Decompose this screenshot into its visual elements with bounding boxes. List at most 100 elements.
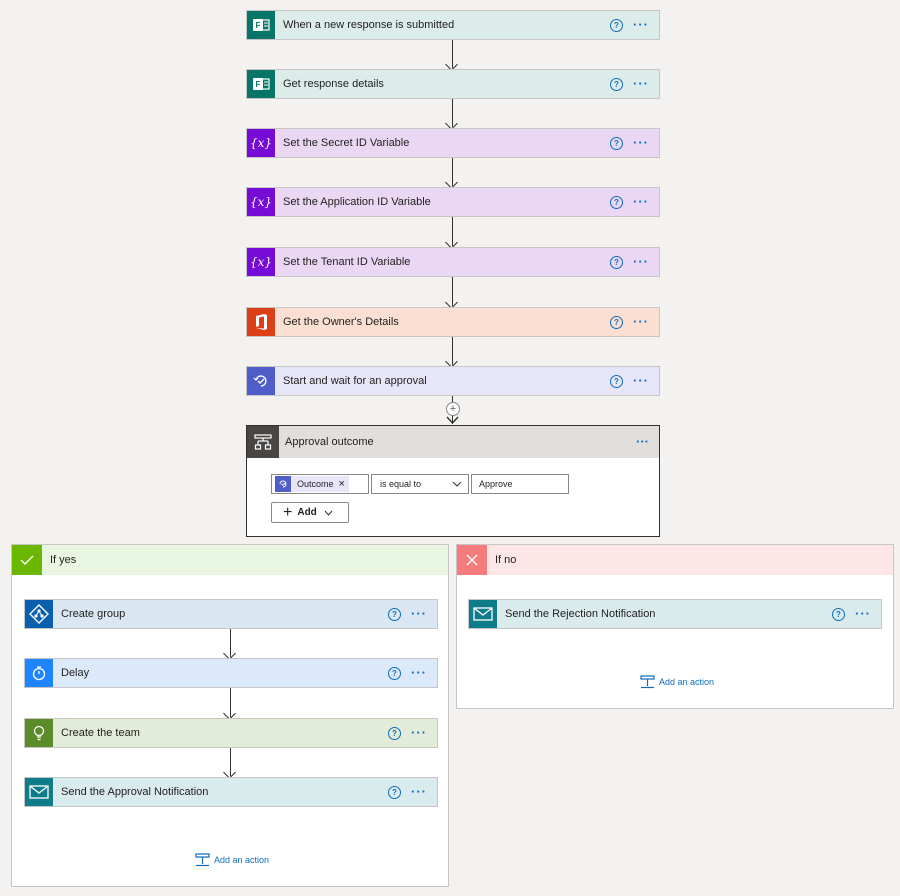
step-set-tenant-id[interactable]: {x} Set the Tenant ID Variable ? ··· xyxy=(246,247,660,277)
step-start-approval[interactable]: Start and wait for an approval ? ··· xyxy=(246,366,660,396)
step-create-group[interactable]: Create group ? ··· xyxy=(24,599,438,629)
chevron-down-icon xyxy=(452,481,462,487)
help-icon[interactable]: ? xyxy=(388,666,401,680)
help-icon[interactable]: ? xyxy=(610,77,623,91)
add-condition-button[interactable]: + Add xyxy=(271,502,349,523)
operator-dropdown[interactable]: is equal to xyxy=(371,474,469,494)
close-icon xyxy=(457,545,487,575)
connector-arrow xyxy=(452,337,453,365)
step-get-owner-details[interactable]: Get the Owner's Details ? ··· xyxy=(246,307,660,337)
more-options-icon[interactable]: ··· xyxy=(633,254,649,269)
connector-arrow xyxy=(452,158,453,186)
forms-icon: F xyxy=(247,11,275,39)
dynamic-content-token[interactable]: Outcome × xyxy=(275,476,349,492)
connector-arrow xyxy=(452,40,453,68)
more-options-icon[interactable]: ··· xyxy=(633,76,649,91)
step-title: Create group xyxy=(61,608,126,620)
help-icon[interactable]: ? xyxy=(388,785,401,799)
step-title: Set the Secret ID Variable xyxy=(283,137,410,149)
branch-title: If yes xyxy=(50,554,77,566)
connector-arrow xyxy=(452,277,453,306)
more-options-icon[interactable]: ··· xyxy=(411,725,427,740)
add-action-button-no[interactable]: Add an action xyxy=(640,675,714,689)
branch-header: If no xyxy=(457,545,893,575)
add-action-button-yes[interactable]: Add an action xyxy=(195,853,269,867)
more-options-icon[interactable]: ··· xyxy=(411,784,427,799)
timer-icon xyxy=(25,659,53,687)
more-options-icon[interactable]: ··· xyxy=(633,17,649,32)
svg-text:F: F xyxy=(256,21,261,30)
more-options-icon[interactable]: ··· xyxy=(411,606,427,621)
condition-title: Approval outcome xyxy=(285,436,374,448)
approval-icon xyxy=(275,476,291,492)
step-send-rejection-notification[interactable]: Send the Rejection Notification ? ··· xyxy=(468,599,882,629)
step-title: Send the Rejection Notification xyxy=(505,608,656,620)
step-title: Create the team xyxy=(61,727,140,739)
help-icon[interactable]: ? xyxy=(610,136,623,150)
help-icon[interactable]: ? xyxy=(610,195,623,209)
condition-value-input[interactable]: Approve xyxy=(471,474,569,494)
plus-icon: + xyxy=(283,503,293,521)
step-set-application-id[interactable]: {x} Set the Application ID Variable ? ··… xyxy=(246,187,660,217)
step-title: Send the Approval Notification xyxy=(61,786,209,798)
operator-value: is equal to xyxy=(380,479,422,489)
connector-arrow xyxy=(230,688,231,717)
step-title: Delay xyxy=(61,667,90,679)
branch-header: If yes xyxy=(12,545,448,575)
condition-left-operand[interactable]: Outcome × xyxy=(271,474,369,494)
lightbulb-icon xyxy=(25,719,53,747)
help-icon[interactable]: ? xyxy=(610,18,623,32)
add-action-label: Add an action xyxy=(659,677,715,687)
insert-step-plus-icon[interactable]: + xyxy=(446,402,460,416)
condition-header[interactable]: Approval outcome ··· xyxy=(247,426,659,458)
connector-arrow xyxy=(452,217,453,246)
more-options-icon[interactable]: ··· xyxy=(633,373,649,388)
checkmark-icon xyxy=(12,545,42,575)
add-action-icon xyxy=(195,853,210,867)
connector-arrow xyxy=(230,629,231,657)
step-send-approval-notification[interactable]: Send the Approval Notification ? ··· xyxy=(24,777,438,807)
more-options-icon[interactable]: ··· xyxy=(633,135,649,150)
mail-icon xyxy=(25,778,53,806)
condition-approval-outcome[interactable]: Approval outcome ··· Outcome × is equal … xyxy=(246,425,660,537)
step-get-response-details[interactable]: F Get response details ? ··· xyxy=(246,69,660,99)
more-options-icon[interactable]: ··· xyxy=(636,434,649,449)
connector-arrowhead xyxy=(446,416,459,425)
step-title: Set the Tenant ID Variable xyxy=(283,256,411,268)
add-button-label: Add xyxy=(297,507,317,518)
connector-arrow xyxy=(230,748,231,776)
help-icon[interactable]: ? xyxy=(610,255,623,269)
step-title: Get the Owner's Details xyxy=(283,316,399,328)
variable-icon: {x} xyxy=(247,188,275,216)
more-options-icon[interactable]: ··· xyxy=(855,606,871,621)
azure-ad-icon xyxy=(25,600,53,628)
connector-arrow xyxy=(452,99,453,127)
variable-icon: {x} xyxy=(247,129,275,157)
step-set-secret-id[interactable]: {x} Set the Secret ID Variable ? ··· xyxy=(246,128,660,158)
more-options-icon[interactable]: ··· xyxy=(633,194,649,209)
help-icon[interactable]: ? xyxy=(388,607,401,621)
variable-icon: {x} xyxy=(247,248,275,276)
condition-value: Approve xyxy=(479,479,513,489)
mail-icon xyxy=(469,600,497,628)
more-options-icon[interactable]: ··· xyxy=(633,314,649,329)
svg-text:F: F xyxy=(256,80,261,89)
help-icon[interactable]: ? xyxy=(832,607,845,621)
approval-icon xyxy=(247,367,275,395)
step-title: Get response details xyxy=(283,78,384,90)
help-icon[interactable]: ? xyxy=(388,726,401,740)
help-icon[interactable]: ? xyxy=(610,315,623,329)
forms-icon: F xyxy=(247,70,275,98)
remove-token-icon[interactable]: × xyxy=(338,478,345,490)
step-title: When a new response is submitted xyxy=(283,19,455,31)
add-action-icon xyxy=(640,675,655,689)
step-delay[interactable]: Delay ? ··· xyxy=(24,658,438,688)
office365-icon xyxy=(247,308,275,336)
condition-icon xyxy=(247,426,279,458)
step-title: Start and wait for an approval xyxy=(283,375,427,387)
step-create-team[interactable]: Create the team ? ··· xyxy=(24,718,438,748)
step-trigger-new-response[interactable]: F When a new response is submitted ? ··· xyxy=(246,10,660,40)
help-icon[interactable]: ? xyxy=(610,374,623,388)
token-label: Outcome xyxy=(297,479,334,489)
more-options-icon[interactable]: ··· xyxy=(411,665,427,680)
